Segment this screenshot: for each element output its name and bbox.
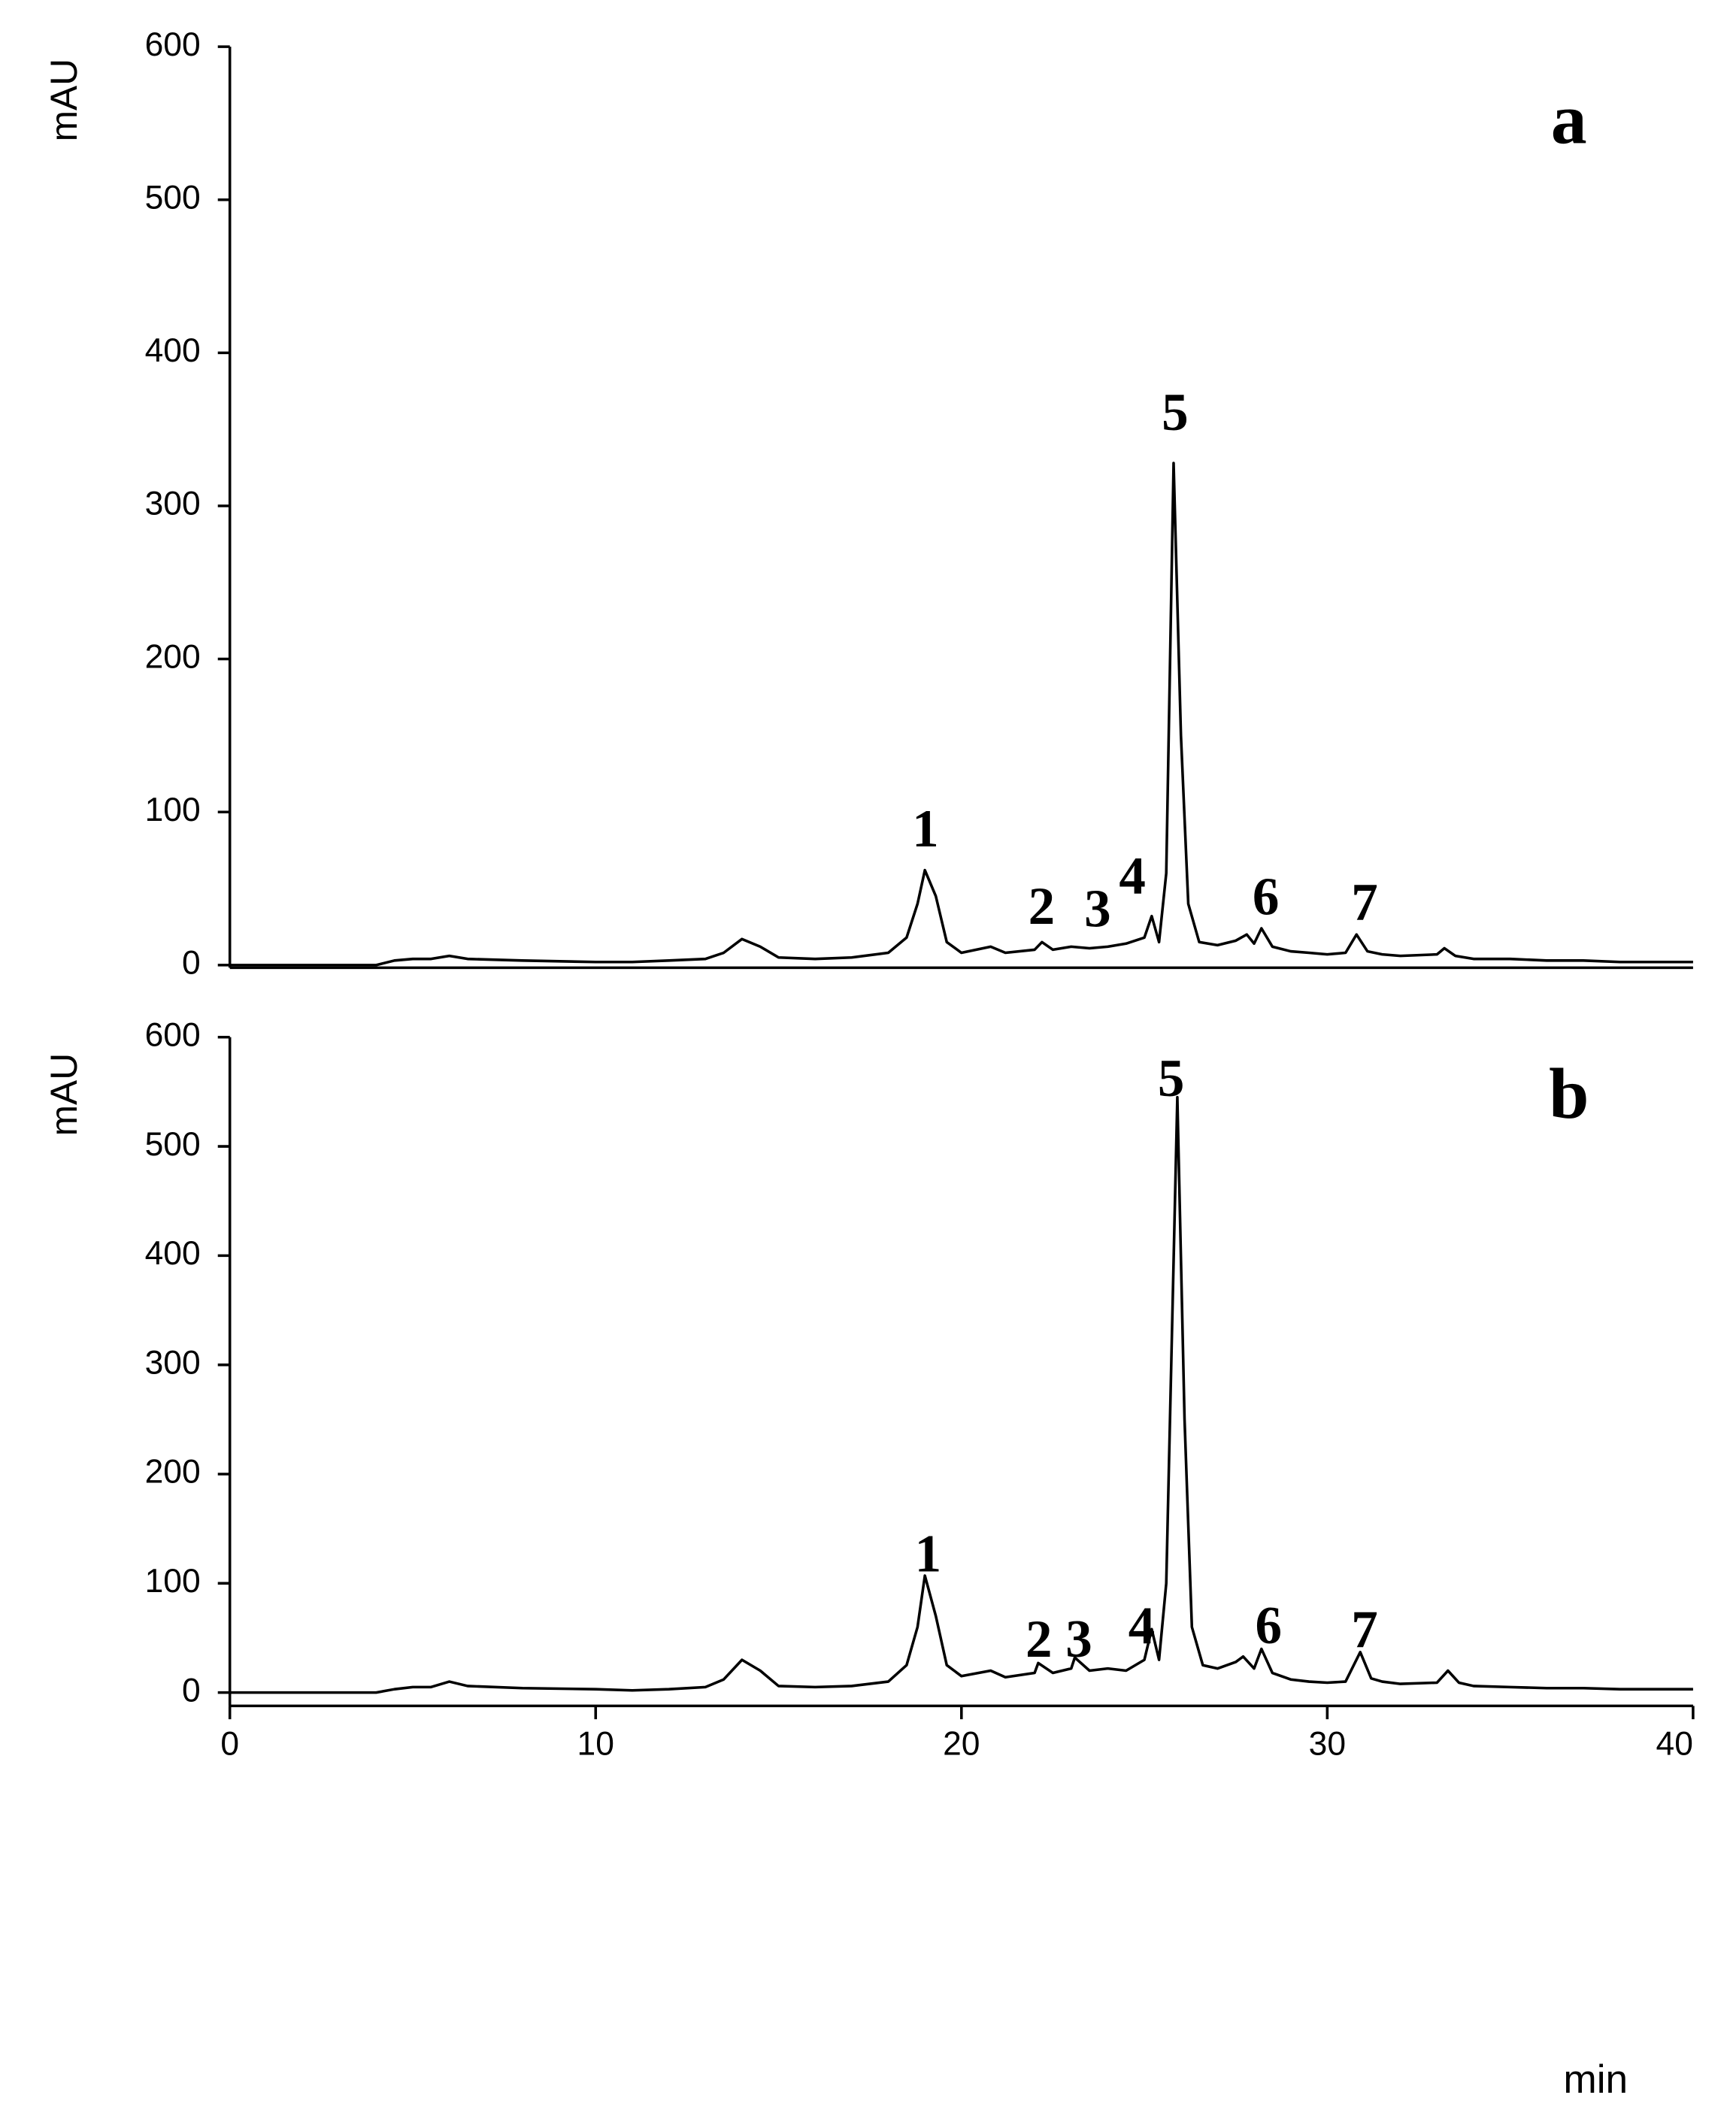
y-axis-label: mAU bbox=[43, 59, 85, 141]
y-tick-label: 600 bbox=[145, 26, 201, 63]
peak-label: 2 bbox=[1029, 877, 1056, 936]
y-tick-label: 400 bbox=[145, 332, 201, 369]
peak-label: 1 bbox=[915, 1524, 942, 1583]
y-tick-label: 200 bbox=[145, 1454, 201, 1491]
y-tick-label: 0 bbox=[182, 1672, 201, 1709]
peak-label: 5 bbox=[1162, 383, 1189, 442]
peak-label: 1 bbox=[912, 800, 939, 858]
peak-label: 2 bbox=[1026, 1610, 1053, 1669]
peak-label: 6 bbox=[1255, 1597, 1282, 1655]
peak-label: 7 bbox=[1351, 1601, 1378, 1660]
y-tick-label: 200 bbox=[145, 638, 201, 675]
y-tick-label: 0 bbox=[182, 945, 201, 982]
y-tick-label: 600 bbox=[145, 1016, 201, 1053]
peak-label: 3 bbox=[1084, 880, 1111, 939]
x-tick-label: 30 bbox=[1309, 1725, 1346, 1762]
chromatogram-line bbox=[229, 462, 1693, 967]
peak-label: 6 bbox=[1253, 868, 1280, 927]
peak-label: 4 bbox=[1129, 1597, 1156, 1655]
peak-label: 4 bbox=[1119, 846, 1146, 905]
peak-label: 5 bbox=[1158, 1049, 1185, 1108]
y-axis-label: mAU bbox=[43, 1053, 85, 1136]
x-axis-label: min bbox=[1563, 2057, 1628, 2101]
y-tick-label: 100 bbox=[145, 1563, 201, 1600]
y-tick-label: 300 bbox=[145, 486, 201, 522]
x-tick-label: 10 bbox=[577, 1725, 614, 1762]
x-tick-label: 20 bbox=[943, 1725, 980, 1762]
y-tick-label: 100 bbox=[145, 792, 201, 828]
y-tick-label: 500 bbox=[145, 179, 201, 216]
y-tick-label: 400 bbox=[145, 1235, 201, 1272]
panel-label: b bbox=[1549, 1054, 1589, 1134]
panel-label: a bbox=[1551, 80, 1587, 159]
chromatogram-line bbox=[229, 1095, 1693, 1694]
y-tick-label: 300 bbox=[145, 1344, 201, 1381]
peak-label: 7 bbox=[1351, 873, 1378, 932]
y-tick-label: 500 bbox=[145, 1126, 201, 1163]
peak-label: 3 bbox=[1065, 1610, 1092, 1669]
x-tick-label: 0 bbox=[220, 1725, 239, 1762]
x-tick-label: 40 bbox=[1656, 1725, 1693, 1762]
